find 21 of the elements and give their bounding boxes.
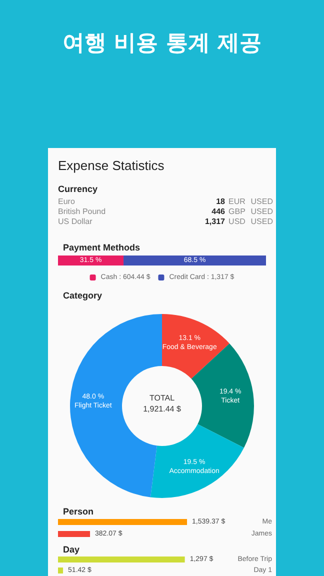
text: GBP [228,207,246,217]
text: EUR [228,197,246,207]
text: 여행 비용 통계 제공 [62,30,262,58]
text: USED [250,197,273,207]
text: TOTAL [149,394,176,402]
text: Euro [58,197,76,207]
chart-title: Person [63,506,94,516]
text: US Dollar [58,217,94,227]
chart-title: Payment Methods [63,242,140,252]
text: 18 [215,197,225,207]
chart-title: Category [63,290,102,300]
text: British Pound [58,207,107,217]
text: USED [250,217,273,227]
chart-title: Day [63,544,80,554]
text: 1,317 [204,217,225,227]
text: 446 [210,207,225,217]
text: USED [250,207,273,217]
text: 1,921.44 $ [143,404,182,414]
text: Currency [58,184,99,194]
text: Expense Statistics [58,158,164,173]
text: USD [228,217,246,227]
